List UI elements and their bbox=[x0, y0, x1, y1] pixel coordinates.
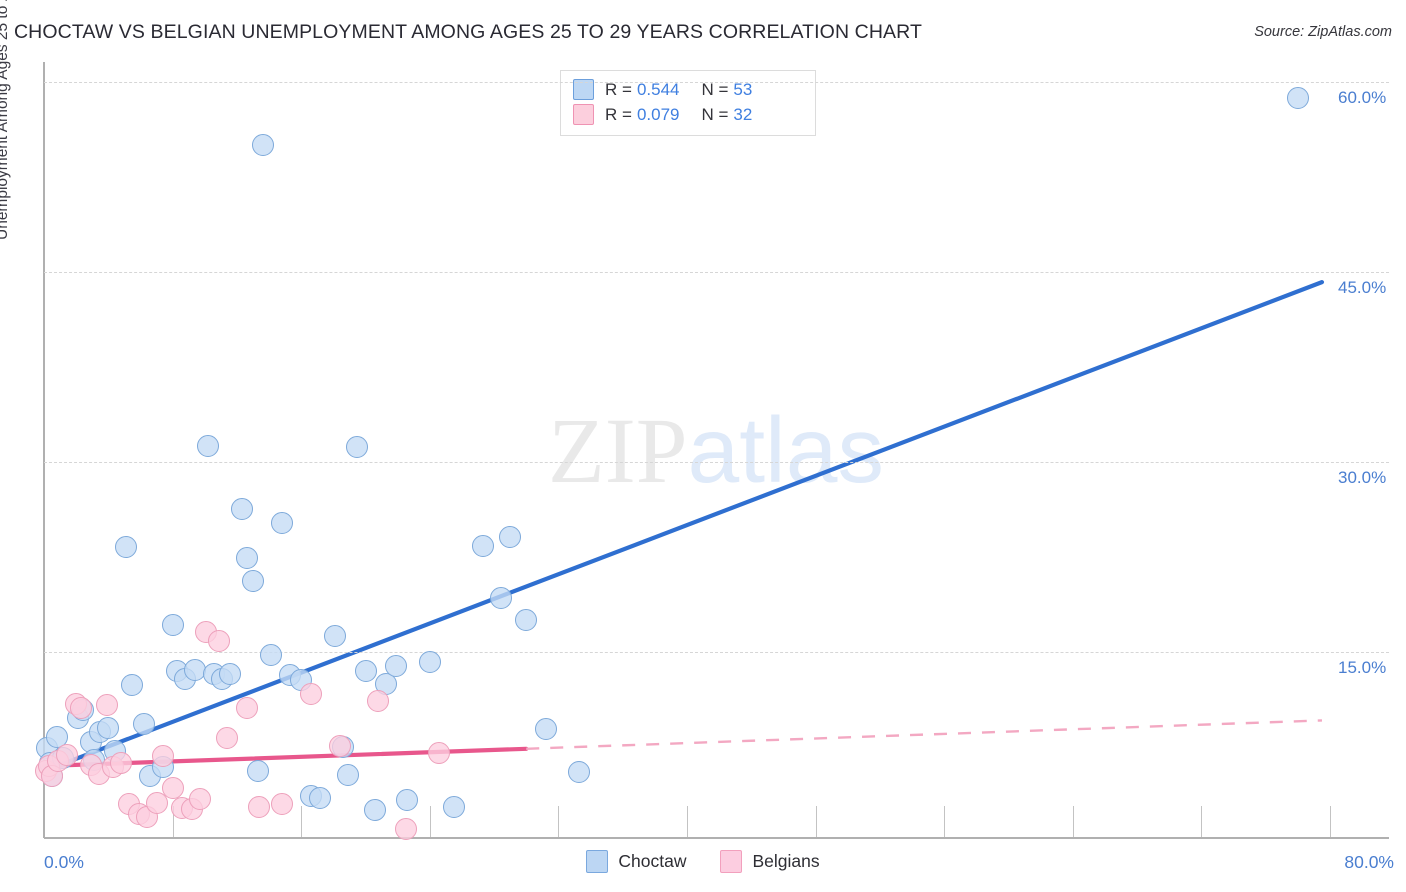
series-legend: Choctaw Belgians bbox=[0, 850, 1406, 873]
n-value-choctaw: 53 bbox=[733, 79, 753, 99]
data-point-choctaw bbox=[235, 547, 258, 570]
source-attribution: Source: ZipAtlas.com bbox=[1254, 24, 1392, 40]
x-tick-8 bbox=[172, 806, 174, 837]
r-label-belgians: R = bbox=[605, 104, 632, 124]
legend-item-belgians[interactable]: Belgians bbox=[720, 850, 820, 873]
x-tick-40 bbox=[687, 806, 688, 837]
data-point-choctaw bbox=[251, 134, 274, 157]
data-point-belgian bbox=[110, 752, 133, 775]
data-point-choctaw bbox=[114, 535, 137, 558]
correlation-legend: R = 0.544 N = 53 R = 0.079 N = 32 bbox=[560, 70, 816, 136]
page-title: CHOCTAW VS BELGIAN UNEMPLOYMENT AMONG AG… bbox=[14, 21, 922, 43]
data-point-belgian bbox=[394, 818, 417, 841]
legend-label-choctaw: Choctaw bbox=[618, 851, 687, 871]
data-point-belgian bbox=[248, 795, 271, 818]
data-point-choctaw bbox=[471, 534, 494, 557]
x-tick-16 bbox=[301, 806, 303, 837]
gridline-15 bbox=[44, 652, 1389, 653]
data-point-choctaw bbox=[336, 763, 359, 786]
data-point-choctaw bbox=[196, 434, 219, 457]
data-point-belgian bbox=[270, 793, 293, 815]
data-point-belgian bbox=[208, 629, 231, 652]
legend-color-belgians-icon bbox=[720, 850, 743, 873]
legend-swatch-belgians-icon bbox=[573, 104, 594, 125]
y-tick-label-60.0: 60.0% bbox=[1338, 88, 1387, 107]
data-point-choctaw bbox=[97, 717, 120, 739]
data-point-choctaw bbox=[489, 586, 512, 609]
x-tick-24 bbox=[429, 806, 431, 837]
legend-item-choctaw[interactable]: Choctaw bbox=[586, 850, 686, 873]
data-point-choctaw bbox=[442, 795, 465, 818]
data-point-choctaw bbox=[45, 725, 68, 748]
gridline-60 bbox=[44, 82, 1389, 83]
data-point-choctaw bbox=[259, 643, 282, 666]
data-point-belgian bbox=[188, 787, 211, 810]
data-point-choctaw bbox=[396, 789, 419, 812]
n-label-choctaw: N = bbox=[701, 79, 729, 99]
y-tick-label-30.0: 30.0% bbox=[1338, 468, 1387, 487]
x-tick-80 bbox=[1330, 806, 1331, 837]
data-point-choctaw bbox=[354, 660, 377, 682]
x-tick-72 bbox=[1201, 806, 1203, 837]
data-point-belgian bbox=[328, 734, 351, 757]
legend-label-belgians: Belgians bbox=[752, 851, 820, 871]
data-point-choctaw bbox=[499, 525, 522, 548]
data-point-belgian bbox=[55, 743, 78, 766]
n-label-belgians: N = bbox=[701, 104, 729, 124]
data-point-choctaw bbox=[418, 651, 441, 674]
data-point-choctaw bbox=[241, 570, 264, 593]
data-point-choctaw bbox=[246, 760, 269, 783]
gridline-45 bbox=[44, 272, 1389, 273]
data-point-choctaw bbox=[515, 609, 538, 632]
data-point-belgian bbox=[161, 776, 184, 799]
gridline-30 bbox=[44, 462, 1389, 463]
data-point-belgian bbox=[367, 690, 390, 713]
data-point-choctaw bbox=[219, 662, 242, 685]
data-point-choctaw bbox=[121, 673, 144, 696]
correlation-row-choctaw: R = 0.544 N = 53 bbox=[573, 77, 805, 102]
r-label-choctaw: R = bbox=[605, 79, 632, 99]
data-point-choctaw bbox=[1286, 87, 1309, 110]
data-point-choctaw bbox=[534, 718, 557, 741]
data-point-choctaw bbox=[385, 654, 408, 677]
x-tick-48 bbox=[815, 806, 817, 837]
data-point-choctaw bbox=[270, 511, 293, 534]
n-value-belgians: 32 bbox=[733, 104, 753, 124]
data-point-belgian bbox=[235, 696, 258, 719]
data-point-belgian bbox=[299, 682, 322, 705]
x-tick-56 bbox=[944, 806, 946, 837]
x-axis-max-label: 80.0% bbox=[1344, 852, 1394, 872]
data-point-choctaw bbox=[230, 497, 253, 520]
data-point-choctaw bbox=[309, 786, 332, 809]
legend-swatch-choctaw-icon bbox=[573, 79, 594, 100]
x-axis-min-label: 0.0% bbox=[44, 852, 84, 872]
x-axis-line bbox=[44, 837, 1389, 839]
r-value-choctaw: 0.544 bbox=[636, 79, 680, 99]
data-point-belgian bbox=[95, 694, 118, 717]
correlation-row-belgians: R = 0.079 N = 32 bbox=[573, 102, 805, 127]
data-point-choctaw bbox=[364, 799, 387, 822]
data-point-choctaw bbox=[323, 624, 346, 647]
x-tick-32 bbox=[558, 806, 560, 837]
data-point-belgian bbox=[151, 744, 174, 767]
x-tick-64 bbox=[1072, 806, 1074, 837]
y-axis-title: Unemployment Among Ages 25 to 29 years bbox=[0, 0, 11, 240]
data-point-choctaw bbox=[346, 435, 369, 458]
data-point-choctaw bbox=[161, 614, 184, 637]
data-point-choctaw bbox=[568, 761, 591, 784]
data-point-belgian bbox=[145, 791, 168, 814]
data-point-belgian bbox=[216, 727, 239, 750]
data-point-choctaw bbox=[132, 713, 155, 736]
plot-area bbox=[44, 62, 1330, 836]
r-value-belgians: 0.079 bbox=[636, 104, 680, 124]
y-tick-label-15.0: 15.0% bbox=[1338, 658, 1387, 677]
legend-color-choctaw-icon bbox=[586, 850, 609, 873]
data-point-belgian bbox=[428, 742, 451, 765]
y-tick-label-45.0: 45.0% bbox=[1338, 278, 1387, 297]
data-point-belgian bbox=[69, 696, 92, 719]
